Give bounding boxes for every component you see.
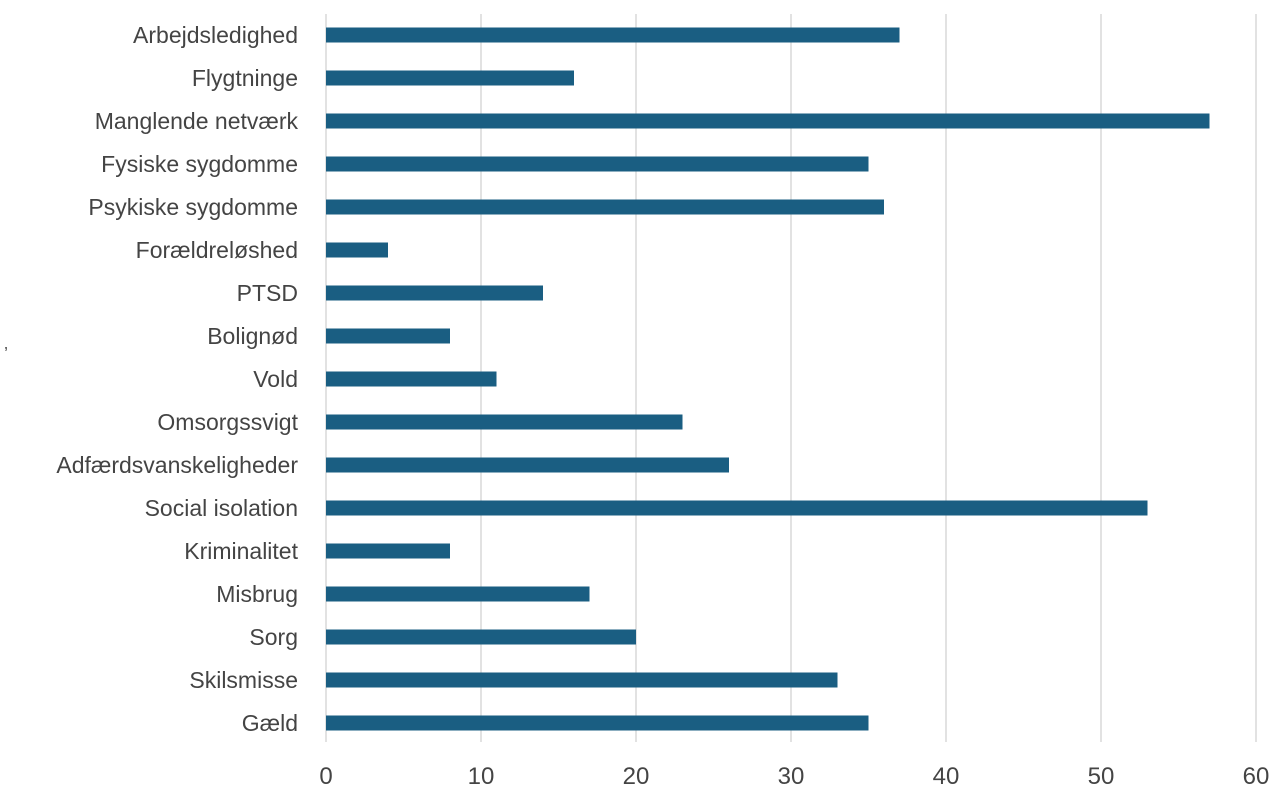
x-tick-label: 30 bbox=[778, 763, 805, 790]
category-label: Adfærdsvanskeligheder bbox=[56, 452, 298, 478]
category-label: Bolignød bbox=[207, 323, 298, 349]
bar bbox=[326, 242, 388, 258]
x-tick-labels: 0 10 20 30 40 50 60 bbox=[319, 763, 1269, 790]
category-label: Misbrug bbox=[216, 581, 298, 607]
category-label: PTSD bbox=[237, 280, 298, 306]
category-label: Kriminalitet bbox=[184, 538, 298, 564]
bar bbox=[326, 586, 590, 602]
category-label: Vold bbox=[253, 366, 298, 392]
category-label: Fysiske sygdomme bbox=[101, 151, 298, 177]
bar bbox=[326, 715, 869, 731]
bar bbox=[326, 328, 450, 344]
category-label: Omsorgssvigt bbox=[157, 409, 298, 435]
category-label: Psykiske sygdomme bbox=[88, 194, 298, 220]
x-tick-label: 50 bbox=[1088, 763, 1115, 790]
x-tick-label: 20 bbox=[623, 763, 650, 790]
bar bbox=[326, 70, 574, 86]
category-label: Forældreløshed bbox=[136, 237, 298, 263]
bar bbox=[326, 156, 869, 172]
bar bbox=[326, 414, 683, 430]
x-tick-label: 10 bbox=[468, 763, 495, 790]
bar bbox=[326, 629, 636, 645]
bar bbox=[326, 543, 450, 559]
bar bbox=[326, 457, 729, 473]
x-tick-label: 60 bbox=[1243, 763, 1270, 790]
category-label: Social isolation bbox=[145, 495, 298, 521]
category-label: Skilsmisse bbox=[189, 667, 298, 693]
bar bbox=[326, 113, 1210, 129]
x-tick-label: 0 bbox=[319, 763, 332, 790]
stray-mark: ’ bbox=[4, 344, 8, 364]
bar bbox=[326, 199, 884, 215]
category-label: Arbejdsledighed bbox=[133, 22, 298, 48]
bar bbox=[326, 500, 1148, 516]
category-label: Manglende netværk bbox=[95, 108, 299, 134]
bar bbox=[326, 285, 543, 301]
x-tick-label: 40 bbox=[933, 763, 960, 790]
category-label: Gæld bbox=[242, 710, 298, 736]
bar bbox=[326, 27, 900, 43]
category-labels: Arbejdsledighed Flygtninge Manglende netvæ… bbox=[56, 22, 298, 736]
category-label: Flygtninge bbox=[192, 65, 298, 91]
bar bbox=[326, 672, 838, 688]
gridlines bbox=[325, 14, 1257, 742]
bars bbox=[326, 27, 1210, 731]
category-label: Sorg bbox=[249, 624, 298, 650]
bar bbox=[326, 371, 497, 387]
